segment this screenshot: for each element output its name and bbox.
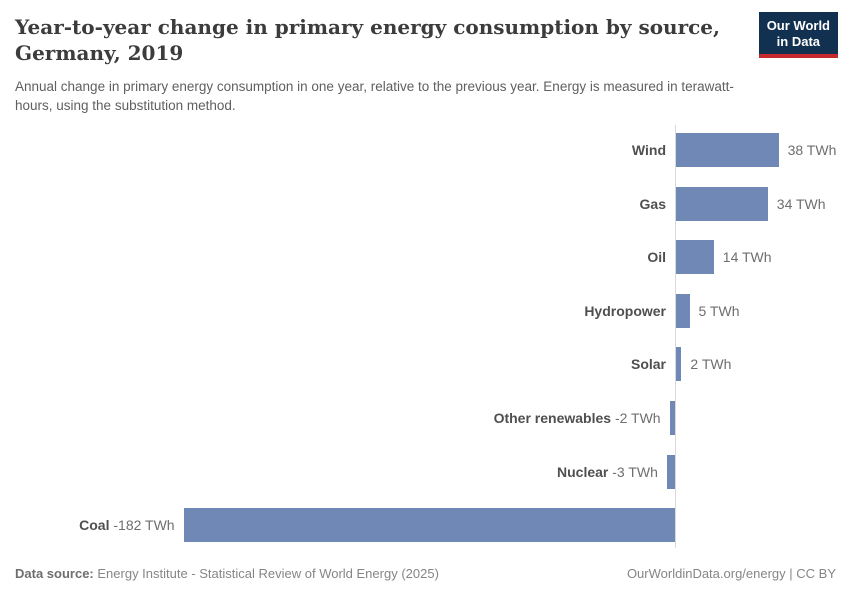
- category-label-wind: Wind: [631, 142, 666, 158]
- title-line-2: Germany, 2019: [15, 41, 184, 65]
- category-label-other-renewables: Other renewables -2 TWh: [493, 410, 661, 426]
- category-label-nuclear: Nuclear -3 TWh: [557, 463, 658, 480]
- category-label-gas: Gas: [639, 195, 666, 212]
- owid-logo-line-1: Our World: [766, 18, 830, 33]
- bar-solar[interactable]: [676, 347, 682, 382]
- category-label-solar: Solar: [630, 356, 666, 373]
- data-source-note: Data source: Energy Institute - Statisti…: [15, 566, 439, 581]
- bar-oil[interactable]: [676, 240, 714, 275]
- chart-subtitle: Annual change in primary energy consumpt…: [15, 79, 734, 113]
- value-label-wind: 38 TWh: [787, 142, 837, 158]
- data-source-value: Energy Institute - Statistical Review of…: [97, 566, 439, 581]
- value-label-hydropower: 5 TWh: [698, 302, 740, 319]
- category-label-hydropower: Hydropower: [584, 302, 666, 319]
- value-label-coal: -182 TWh: [109, 517, 175, 534]
- zero-axis-line: [675, 125, 676, 548]
- bar-gas[interactable]: [676, 186, 768, 221]
- bar-nuclear[interactable]: [666, 454, 675, 489]
- bar-hydropower[interactable]: [676, 293, 690, 328]
- page-title: Year-to-year change in primary energy co…: [15, 14, 760, 66]
- value-label-other-renewables: -2 TWh: [611, 410, 661, 426]
- title-line-1: Year-to-year change in primary energy co…: [15, 15, 720, 39]
- bar-other-renewables[interactable]: [669, 401, 675, 435]
- owid-logo[interactable]: Our World in Data: [758, 12, 838, 58]
- owid-logo-line-2: in Data: [776, 34, 821, 49]
- credit-link[interactable]: OurWorldinData.org/energy | CC BY: [626, 566, 836, 581]
- bar-coal[interactable]: [183, 508, 675, 543]
- chart-header: Year-to-year change in primary energy co…: [15, 14, 760, 115]
- value-label-gas: 34 TWh: [776, 195, 826, 212]
- category-label-coal: Coal -182 TWh: [79, 517, 175, 534]
- chart-footer: Data source: Energy Institute - Statisti…: [15, 566, 836, 581]
- value-label-oil: 14 TWh: [722, 249, 772, 266]
- value-label-nuclear: -3 TWh: [608, 463, 658, 480]
- value-label-solar: 2 TWh: [690, 356, 732, 373]
- data-source-label: Data source:: [15, 566, 94, 581]
- category-label-oil: Oil: [647, 249, 666, 266]
- bar-wind[interactable]: [676, 133, 779, 167]
